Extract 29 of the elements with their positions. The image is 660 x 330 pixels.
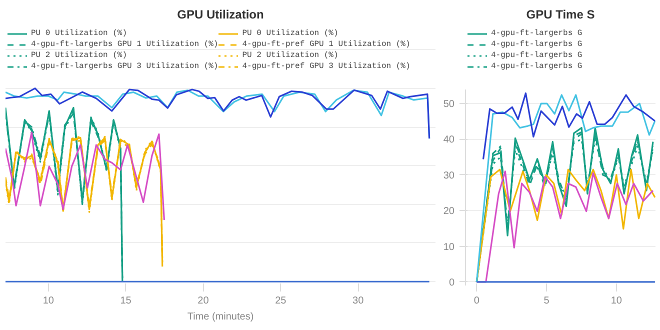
- y-tick-label: 50: [443, 99, 455, 110]
- x-tick-label: 10: [610, 296, 622, 306]
- legend-label: 4-gpu-ft-largerbs G: [491, 50, 582, 61]
- y-tick-label: 40: [443, 134, 455, 146]
- x-tick-label: 30: [352, 296, 364, 306]
- legend-label: 4-gpu-ft-pref GPU 3 Utilization (%): [242, 61, 410, 72]
- x-tick-label: 0: [474, 296, 480, 306]
- x-tick-label: 20: [198, 296, 210, 306]
- legend-label: 4-gpu-ft-largerbs G: [491, 28, 582, 39]
- y-tick-label: 0: [448, 277, 455, 288]
- y-tick-label: 30: [443, 170, 455, 182]
- chart-title: GPU Time S: [526, 8, 595, 22]
- legend-label: 4-gpu-ft-largerbs G: [491, 39, 582, 50]
- legend-label: PU 2 Utilization (%): [242, 50, 338, 61]
- legend-label: 4-gpu-ft-pref GPU 1 Utilization (%): [242, 39, 410, 50]
- y-tick-label: 20: [443, 206, 455, 218]
- x-tick-label: 10: [42, 296, 54, 306]
- x-tick-label: 5: [544, 296, 550, 306]
- x-tick-label: 25: [275, 296, 287, 306]
- x-tick-label: 15: [120, 296, 132, 306]
- legend-label: 4-gpu-ft-largerbs G: [491, 61, 582, 72]
- x-axis-title: Time (minutes): [187, 312, 254, 322]
- legend-label: 4-gpu-ft-largerbs GPU 3 Utilization (%): [31, 61, 218, 72]
- legend-label: PU 2 Utilization (%): [31, 50, 128, 61]
- legend-label: PU 0 Utilization (%): [31, 28, 128, 39]
- y-tick-label: 10: [443, 242, 455, 253]
- chart-title: GPU Utilization: [177, 8, 264, 22]
- legend-label: PU 0 Utilization (%): [242, 28, 338, 39]
- legend-label: 4-gpu-ft-largerbs GPU 1 Utilization (%): [31, 39, 218, 50]
